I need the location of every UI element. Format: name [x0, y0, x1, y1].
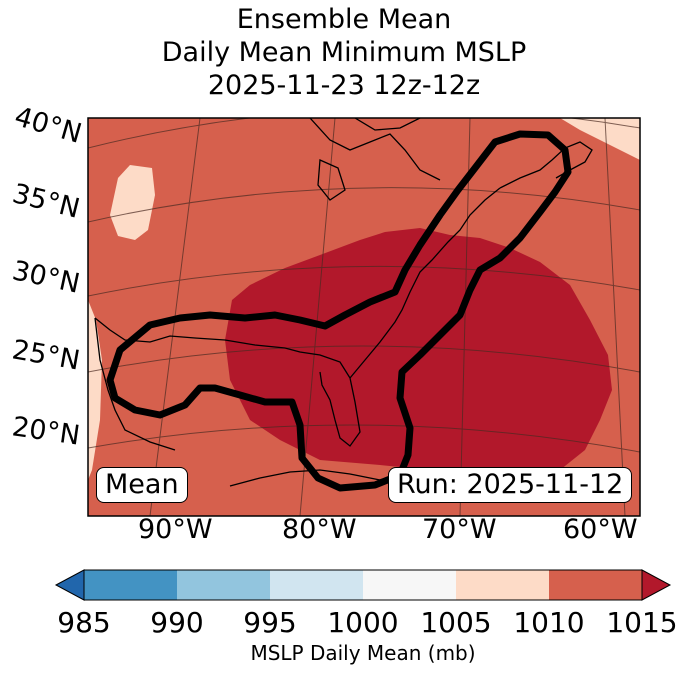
run-box: Run: 2025-11-12 — [388, 467, 633, 503]
pressure-field-high-west — [110, 165, 155, 240]
map-frame — [87, 117, 641, 517]
colorbar-cell — [270, 570, 363, 600]
colorbar-extend-high — [641, 569, 672, 601]
colorbar-tick-label: 1010 — [513, 606, 585, 639]
coastlines — [94, 118, 593, 487]
lon-label-70w: 70°W — [422, 514, 497, 545]
colorbar-tick-label: 995 — [243, 606, 297, 639]
colorbar-cell — [84, 570, 177, 600]
low-pressure-contour — [106, 130, 572, 492]
colorbar-tick-label: 1015 — [606, 606, 678, 639]
colorbar-tick-label: 990 — [150, 606, 204, 639]
colorbar-tick-label: 1000 — [327, 606, 399, 639]
pressure-field-high-northeast — [560, 118, 640, 160]
colorbar-tick-label: 985 — [57, 606, 111, 639]
mean-box: Mean — [96, 467, 188, 503]
lon-label-90w: 90°W — [138, 514, 213, 545]
colorbar-cell — [549, 570, 642, 600]
colorbar-cell — [177, 570, 270, 600]
colorbar-cell — [456, 570, 549, 600]
colorbar-extend-low — [54, 569, 85, 601]
colorbar-cell — [363, 570, 456, 600]
title-line-1: Ensemble Mean — [236, 4, 452, 35]
lon-label-80w: 80°W — [282, 514, 357, 545]
lon-label-60w: 60°W — [563, 514, 638, 545]
colorbar-tick-label: 1005 — [420, 606, 492, 639]
title-line-3: 2025-11-23 12z-12z — [207, 70, 481, 101]
colorbar-frame — [83, 569, 643, 601]
title-line-2: Daily Mean Minimum MSLP — [161, 37, 527, 68]
colorbar-label: MSLP Daily Mean (mb) — [250, 641, 476, 665]
